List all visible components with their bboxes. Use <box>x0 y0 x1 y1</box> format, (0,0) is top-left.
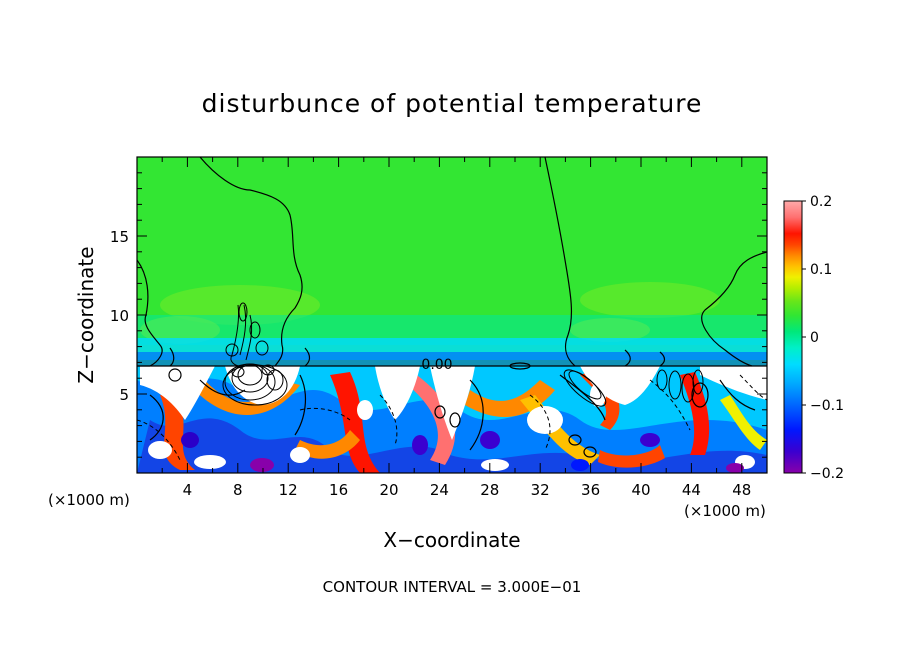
colorbar <box>783 200 803 474</box>
x-tick-label: 40 <box>631 481 650 499</box>
x-axis: 4 8 12 16 20 24 28 32 36 40 44 48 <box>161 157 751 499</box>
x-tick-label: 4 <box>183 481 193 499</box>
contour-lines <box>137 157 767 458</box>
x-tick-label: 44 <box>682 481 701 499</box>
colorbar-tick-label: 0 <box>810 330 819 346</box>
y-axis-title: Z−coordinate <box>74 246 98 383</box>
x-tick-label: 36 <box>581 481 600 499</box>
x-tick-label: 20 <box>379 481 398 499</box>
x-unit-label-right: (×1000 m) <box>684 502 766 520</box>
x-tick-label: 12 <box>279 481 298 499</box>
colorbar-tick-label: −0.2 <box>810 466 844 482</box>
colorbar-tick-label: 0.2 <box>810 194 832 210</box>
heatmap-field: 0.00 <box>137 157 767 473</box>
x-unit-label-left: (×1000 m) <box>48 491 130 509</box>
y-tick-label: 10 <box>110 307 129 325</box>
x-tick-label: 28 <box>480 481 499 499</box>
negative-contours <box>137 374 767 461</box>
contour-label: 0.00 <box>421 357 452 373</box>
colorbar-ticks: 0.2 0.1 0 −0.1 −0.2 <box>802 194 844 482</box>
x-tick-label: 32 <box>531 481 550 499</box>
contour-interval-note: CONTOUR INTERVAL = 3.000E−01 <box>323 578 582 596</box>
colorbar-tick-label: 0.1 <box>810 262 832 278</box>
chart-title: disturbunce of potential temperature <box>202 89 703 118</box>
x-tick-label: 24 <box>430 481 449 499</box>
y-tick-label: 5 <box>119 386 129 404</box>
x-axis-title: X−coordinate <box>383 528 520 552</box>
x-tick-label: 8 <box>233 481 243 499</box>
dense-contour-cluster <box>222 302 704 407</box>
x-tick-label: 48 <box>732 481 751 499</box>
x-tick-label: 16 <box>329 481 348 499</box>
y-tick-label: 15 <box>110 228 129 246</box>
y-axis: 5 10 15 <box>110 172 767 458</box>
colorbar-tick-label: −0.1 <box>810 398 844 414</box>
